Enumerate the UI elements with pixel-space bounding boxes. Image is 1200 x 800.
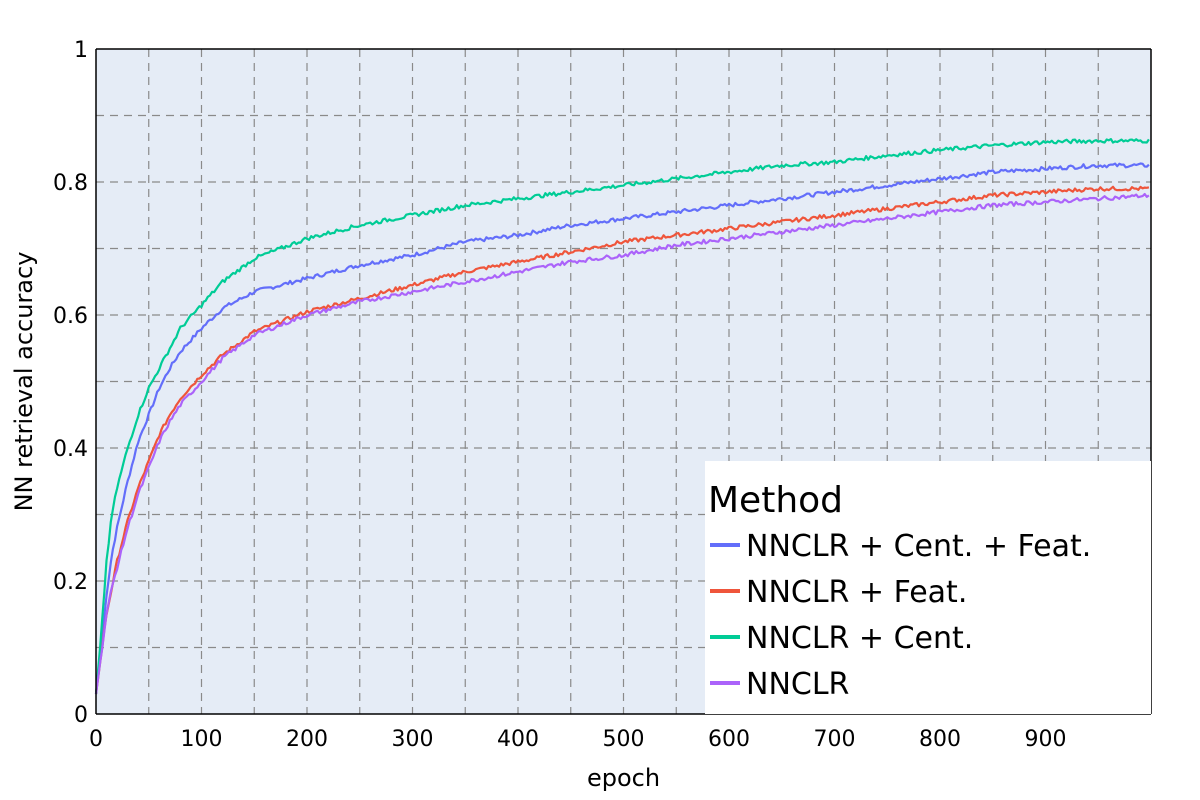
legend-title: Method (708, 480, 843, 521)
x-tick-label: 600 (708, 727, 750, 752)
series-layer (94, 138, 1150, 695)
legend: Method NNCLR + Cent. + Feat. NNCLR + Feat… (705, 461, 1151, 714)
x-tick-label: 200 (286, 727, 328, 752)
y-tick-label: 0.4 (53, 437, 88, 462)
series-line-0 (94, 162, 1150, 695)
grid-lines (96, 49, 1151, 714)
series-line-1 (94, 185, 1150, 695)
legend-label: NNCLR + Feat. (746, 575, 967, 610)
legend-items: NNCLR + Cent. + Feat. NNCLR + Feat. NNCLR … (710, 529, 1091, 702)
legend-background (705, 461, 1151, 714)
y-axis-title: NN retrieval accuracy (10, 252, 38, 512)
y-tick-label: 0 (74, 703, 88, 728)
y-tick-label: 0.6 (53, 304, 88, 329)
x-tick-label: 100 (181, 727, 223, 752)
legend-label: NNCLR (746, 667, 849, 702)
x-tick-label: 400 (497, 727, 539, 752)
legend-label: NNCLR + Cent. (746, 621, 973, 656)
y-tick-label: 1 (74, 38, 88, 63)
x-tick-label: 300 (392, 727, 434, 752)
y-tick-label: 0.2 (53, 570, 88, 595)
x-tick-label: 0 (89, 727, 103, 752)
x-axis-ticks: 0 100 200 300 400 500 600 700 800 900 (89, 727, 1067, 752)
series-line-3 (94, 192, 1150, 695)
x-tick-label: 900 (1025, 727, 1067, 752)
x-tick-label: 500 (603, 727, 645, 752)
legend-label: NNCLR + Cent. + Feat. (746, 529, 1091, 564)
series-line-2 (94, 138, 1150, 695)
x-axis-title: epoch (587, 764, 660, 792)
y-axis-ticks: 0 0.2 0.4 0.6 0.8 1 (53, 38, 88, 728)
x-tick-label: 700 (814, 727, 856, 752)
x-tick-label: 800 (919, 727, 961, 752)
y-tick-label: 0.8 (53, 171, 88, 196)
